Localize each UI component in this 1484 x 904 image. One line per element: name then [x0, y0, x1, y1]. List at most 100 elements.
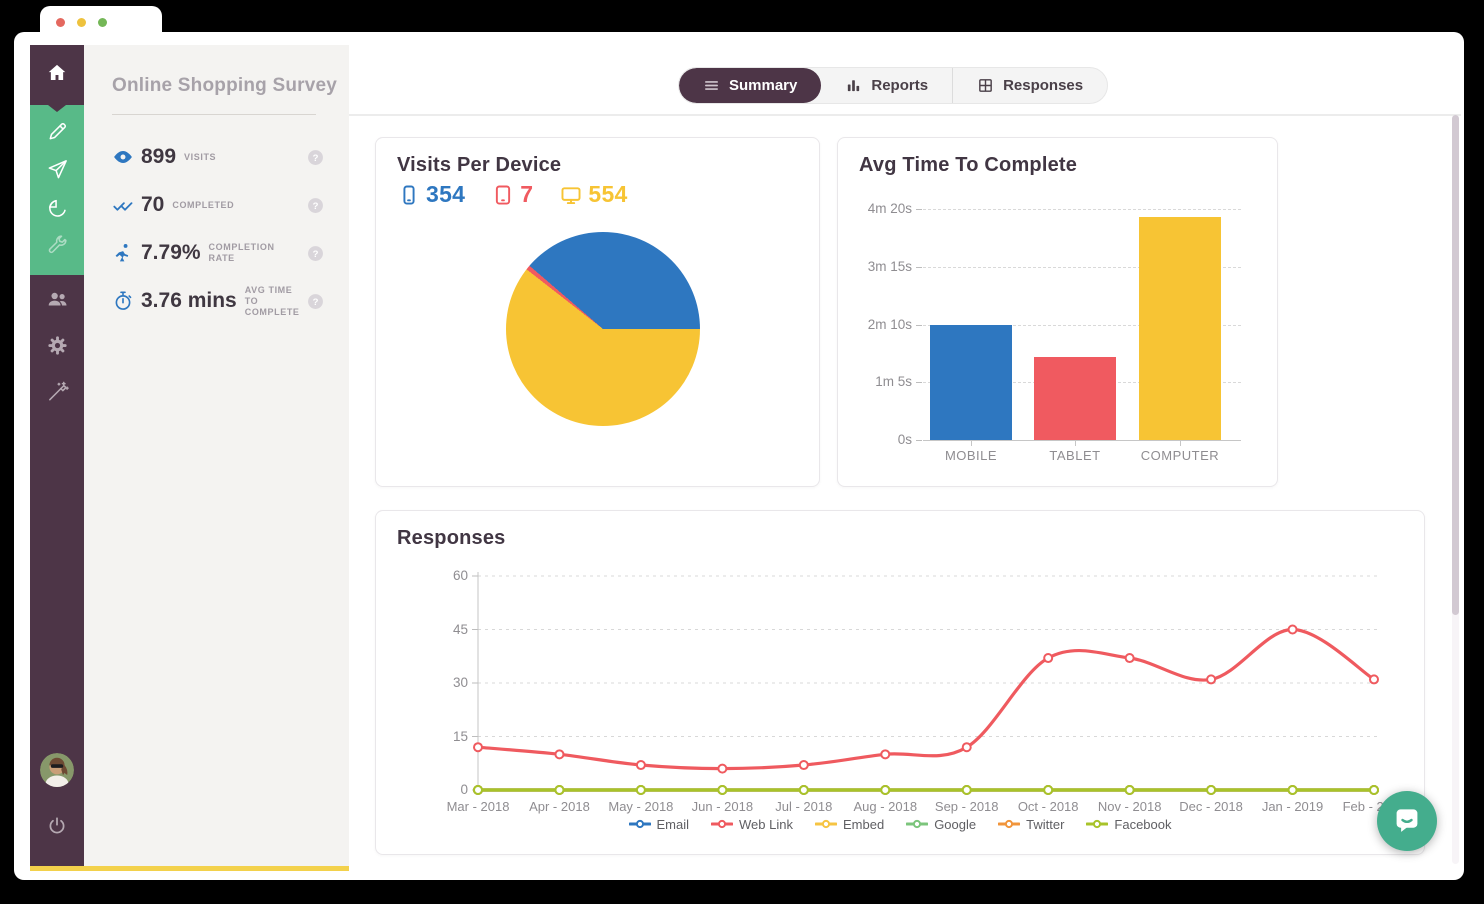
bar-xtick-mark — [971, 440, 972, 446]
legend-item-embed[interactable]: Embed — [814, 817, 884, 832]
sidebar-item-users[interactable] — [30, 279, 84, 325]
help-button[interactable]: ? — [307, 245, 324, 262]
device-stat-value: 354 — [426, 181, 466, 207]
legend-label: Twitter — [1026, 817, 1065, 832]
help-button[interactable]: ? — [307, 197, 324, 214]
device-stats: 354 7 554 — [398, 181, 655, 208]
legend-item-google[interactable]: Google — [905, 817, 976, 832]
logout-button[interactable] — [46, 815, 68, 840]
stopwatch-icon — [112, 290, 134, 312]
stat-value: 899 — [141, 145, 177, 168]
bar-tablet — [1034, 357, 1116, 440]
eye-icon — [112, 146, 134, 168]
line-xtick-label: Dec - 2018 — [1179, 799, 1243, 814]
scrollbar-track[interactable] — [1452, 115, 1459, 864]
legend-marker — [628, 817, 651, 832]
legend-item-facebook[interactable]: Facebook — [1085, 817, 1172, 832]
sidebar-item-pencil[interactable] — [30, 115, 84, 153]
svg-text:?: ? — [313, 248, 319, 259]
chat-widget-button[interactable] — [1377, 791, 1437, 851]
stat-label: AVG TIME TO COMPLETE — [244, 284, 300, 317]
survey-title: Online Shopping Survey — [112, 75, 338, 96]
sidebar-active-group — [30, 105, 84, 275]
divider — [112, 114, 316, 115]
line-xtick-label: May - 2018 — [608, 799, 674, 814]
zoom-window-button[interactable] — [98, 17, 107, 27]
line-ytick-label: 15 — [452, 728, 468, 744]
bar-computer — [1139, 216, 1221, 440]
question-icon: ? — [307, 149, 324, 169]
user-avatar[interactable] — [40, 753, 74, 787]
bar-ytick-label: 2m 10s — [867, 316, 912, 332]
sidebar-secondary-group — [30, 279, 84, 417]
home-icon — [46, 62, 68, 89]
monitor-icon — [560, 184, 582, 206]
menu-icon — [703, 77, 720, 94]
svg-text:?: ? — [313, 200, 319, 211]
divider — [349, 114, 1461, 116]
close-window-button[interactable] — [56, 17, 65, 27]
device-stat-value: 554 — [588, 181, 628, 207]
bar-ytick-mark — [916, 382, 922, 384]
legend-item-web-link[interactable]: Web Link — [710, 817, 793, 832]
minimize-window-button[interactable] — [77, 17, 86, 27]
sidebar-item-home[interactable] — [30, 45, 84, 105]
responses-line-chart: 0 15 30 45 60 Mar - 2018 Apr - 2018 May - 2018 J… — [376, 511, 1424, 854]
line-xtick-label: Jun - 2018 — [691, 799, 754, 814]
bar-chart-icon — [845, 77, 862, 94]
scrollbar-thumb[interactable] — [1452, 115, 1459, 615]
svg-text:?: ? — [313, 152, 319, 163]
survey-stat-row: 3.76 mins AVG TIME TO COMPLETE? — [112, 277, 324, 325]
question-icon: ? — [307, 245, 324, 265]
stat-value: 70 — [141, 193, 165, 216]
tab-label: Summary — [729, 77, 798, 94]
tab-responses[interactable]: Responses — [952, 68, 1107, 103]
bar-ytick-mark — [916, 266, 922, 268]
bar-ytick-mark — [916, 324, 922, 326]
wrench-icon — [46, 234, 69, 262]
view-tabs: Summary Reports Responses — [678, 67, 1109, 104]
users-icon — [46, 288, 69, 316]
survey-stat-row: 7.79% COMPLETION RATE? — [112, 229, 324, 277]
bar-gridline — [923, 266, 1241, 268]
question-icon: ? — [307, 197, 324, 217]
line-xtick-label: Sep - 2018 — [934, 799, 999, 814]
sidebar-item-send[interactable] — [30, 153, 84, 191]
sidebar-item-gear[interactable] — [30, 325, 84, 371]
line-xtick-label: Apr - 2018 — [529, 799, 590, 814]
avg-time-card: Avg Time To Complete 0s 1m 5s 2m 10s 3m 15s… — [837, 137, 1278, 487]
tab-summary[interactable]: Summary — [679, 68, 822, 103]
magic-wand-icon — [46, 380, 69, 408]
bar-ytick-label: 1m 5s — [875, 374, 912, 390]
legend-marker — [905, 817, 929, 832]
tab-reports[interactable]: Reports — [821, 68, 952, 103]
sidebar-item-pie-chart[interactable] — [30, 191, 84, 229]
legend-item-email[interactable]: Email — [628, 817, 689, 832]
help-button[interactable]: ? — [307, 149, 324, 166]
line-xtick-label: Aug - 2018 — [853, 799, 918, 814]
pencil-icon — [46, 120, 69, 148]
bar-gridline — [923, 209, 1241, 210]
card-title: Avg Time To Complete — [859, 154, 1078, 176]
stat-label: COMPLETION RATE — [208, 242, 275, 263]
line-xtick-label: Oct - 2018 — [1017, 799, 1079, 814]
survey-stat-row: 70 COMPLETED? — [112, 181, 324, 229]
bar-category-label: MOBILE — [944, 448, 998, 463]
legend-marker — [814, 817, 838, 832]
card-title: Visits Per Device — [397, 154, 562, 176]
device-stat-value: 7 — [520, 181, 534, 207]
bar-ytick-label: 0s — [897, 432, 912, 447]
bar-mobile — [930, 324, 1012, 440]
legend-item-twitter[interactable]: Twitter — [997, 817, 1065, 832]
power-icon — [46, 817, 68, 840]
legend-marker — [1085, 817, 1109, 832]
sidebar-item-wrench[interactable] — [30, 229, 84, 267]
visits-per-device-card: Visits Per Device 354 7 554 — [375, 137, 820, 487]
line-xtick-label: Jul - 2018 — [775, 799, 833, 814]
tab-label: Responses — [1003, 77, 1084, 94]
sidebar-item-magic-wand[interactable] — [30, 371, 84, 417]
help-button[interactable]: ? — [307, 293, 324, 310]
stat-label: COMPLETED — [172, 199, 235, 210]
chart-legend: Email Web Link Embed Google Twitter Facebook — [376, 817, 1424, 832]
